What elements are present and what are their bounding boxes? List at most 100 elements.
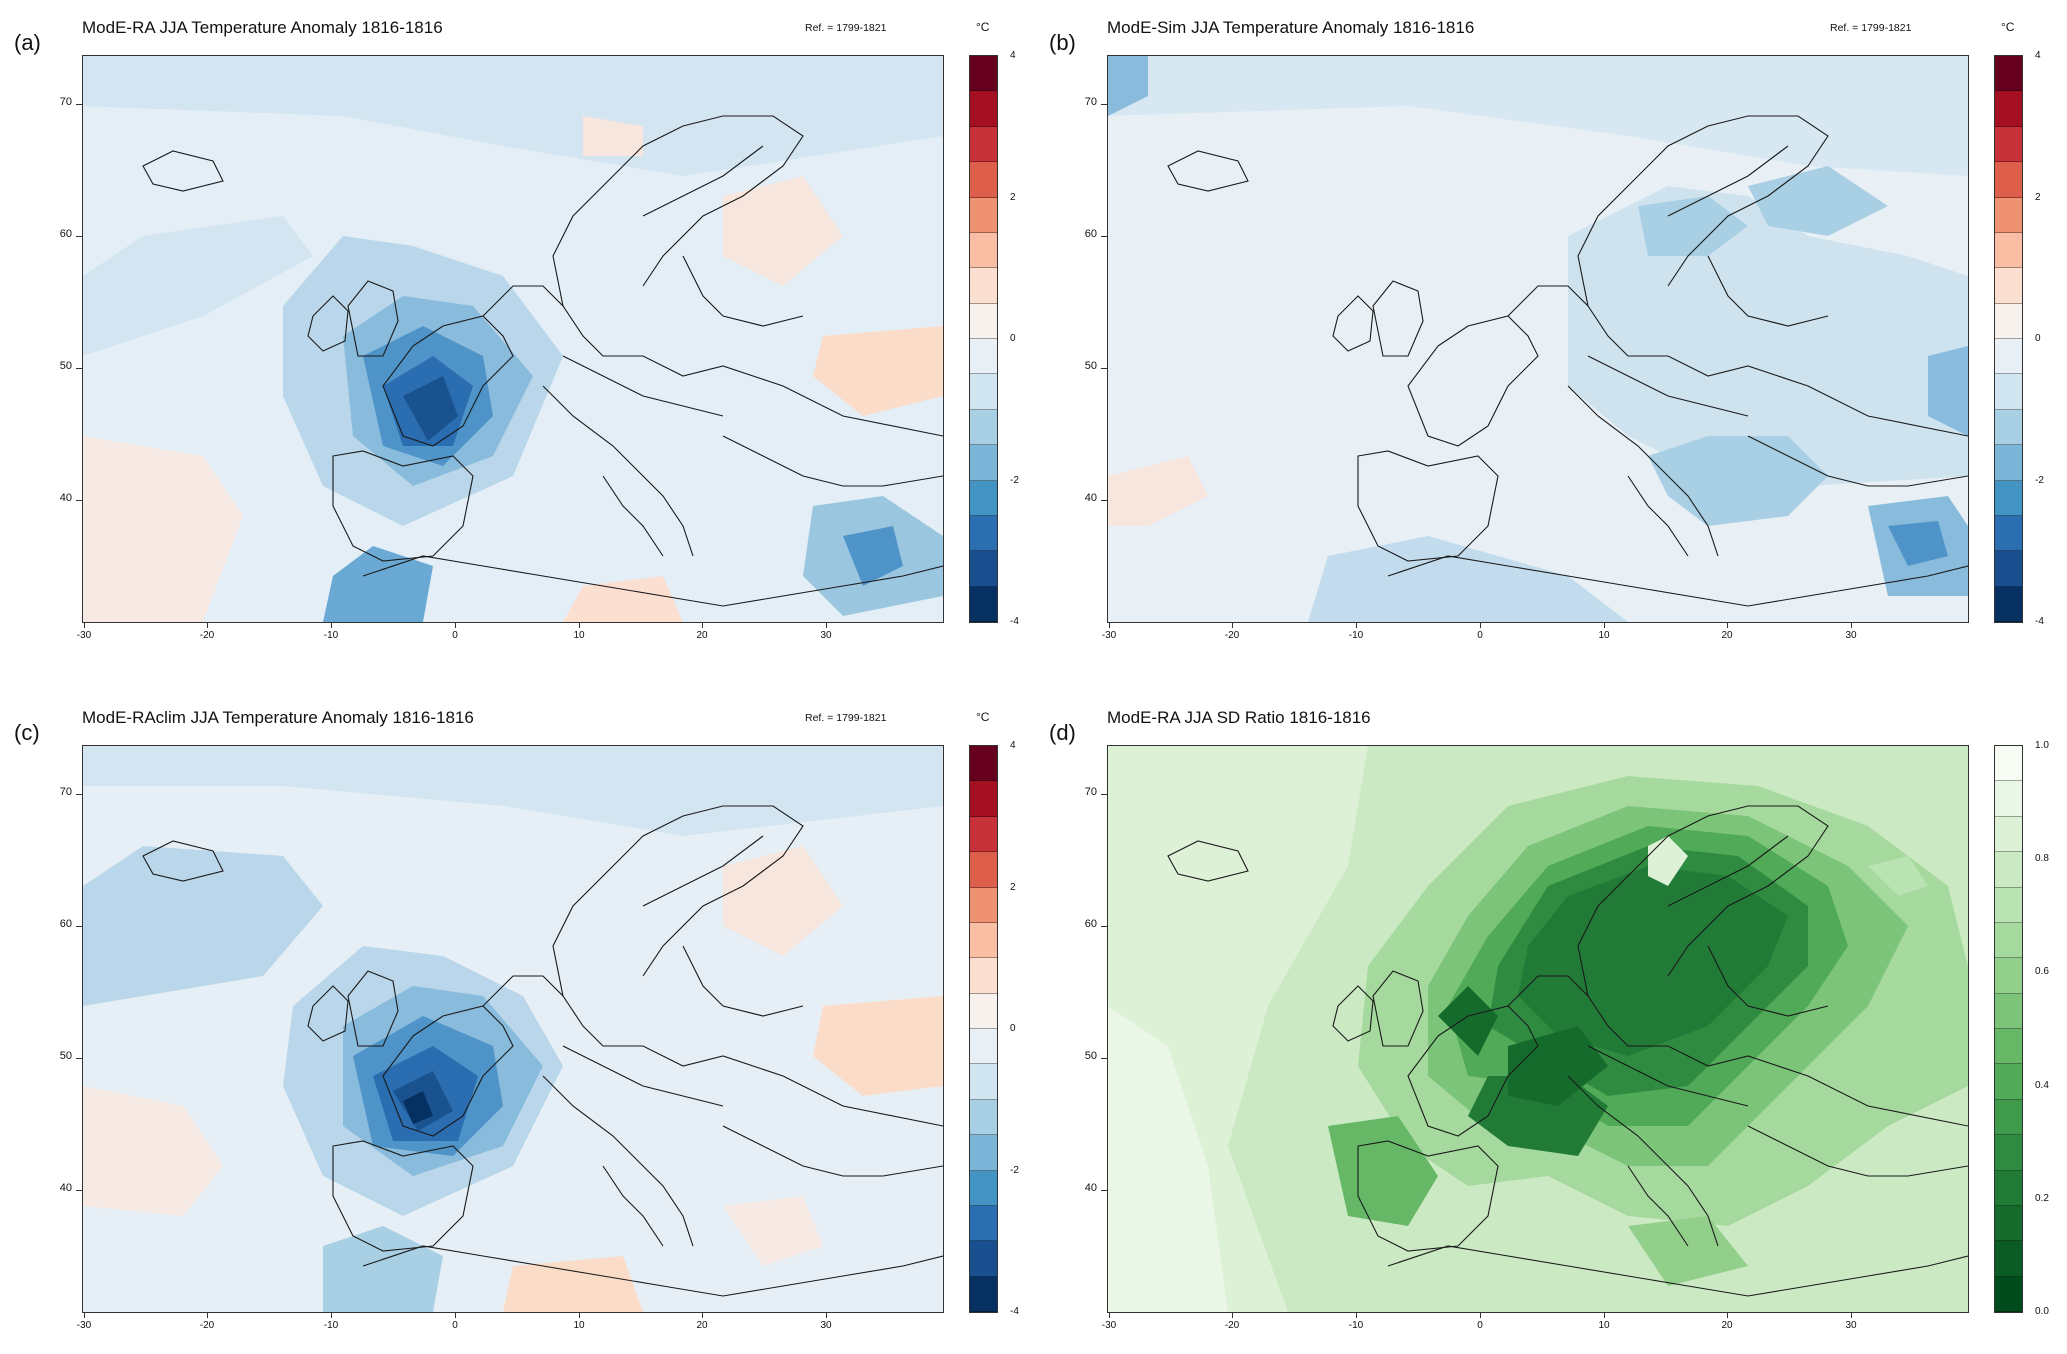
lon-tick: 30 [1845, 630, 1857, 641]
colorbar-label: 0 [2035, 333, 2041, 344]
lon-tick: 0 [1477, 1320, 1483, 1331]
colorbar [1994, 55, 2023, 623]
map-canvas [83, 746, 943, 1312]
lon-tick: -30 [76, 630, 92, 641]
colorbar-swatch [1995, 993, 2022, 1029]
colorbar-swatch [1995, 1099, 2022, 1136]
lon-tick: -10 [323, 1320, 339, 1331]
lat-tick: 60 [59, 228, 72, 240]
colorbar-swatch [970, 1276, 997, 1312]
unit-label: °C [976, 710, 990, 724]
lat-tick: 70 [1084, 786, 1097, 798]
colorbar-label: -2 [1010, 1165, 1019, 1176]
lon-tick: 10 [1598, 1320, 1610, 1331]
colorbar-label: -2 [1010, 475, 1019, 486]
colorbar-swatch [970, 91, 997, 127]
lat-tick: 60 [59, 918, 72, 930]
map-canvas [1108, 56, 1968, 622]
colorbar-swatch [970, 303, 997, 339]
lon-tick: -20 [1224, 1320, 1240, 1331]
colorbar-swatch [1995, 1135, 2022, 1171]
colorbar-swatch [970, 1241, 997, 1277]
colorbar-swatch [1995, 515, 2022, 552]
colorbar-swatch [1995, 480, 2022, 516]
colorbar-swatch [1995, 56, 2022, 92]
colorbar-label: 0.2 [2035, 1193, 2049, 1204]
colorbar-swatch [970, 480, 997, 516]
sd-ratio-map [1107, 745, 1969, 1313]
map-canvas [83, 56, 943, 622]
lat-tick: 70 [59, 96, 72, 108]
colorbar-swatch [970, 1099, 997, 1136]
colorbar-label: 4 [1010, 50, 1016, 61]
colorbar-swatch [970, 551, 997, 587]
colorbar-swatch [1995, 852, 2022, 888]
lon-tick: -30 [1101, 630, 1117, 641]
colorbar-swatch [970, 232, 997, 269]
lat-tick: 40 [1084, 492, 1097, 504]
panel-letter: (c) [14, 720, 40, 745]
colorbar [969, 55, 998, 623]
colorbar-swatch [970, 1205, 997, 1242]
lat-tick: 50 [59, 360, 72, 372]
unit-label: °C [2001, 20, 2015, 34]
lon-tick: 0 [452, 630, 458, 641]
colorbar-swatch [970, 1064, 997, 1100]
colorbar-swatch [970, 515, 997, 552]
reference-period: Ref. = 1799-1821 [1830, 22, 1912, 34]
lon-tick: 10 [1598, 630, 1610, 641]
colorbar-swatch [1995, 1029, 2022, 1065]
map-canvas [1108, 746, 1968, 1312]
reference-period: Ref. = 1799-1821 [805, 712, 887, 724]
lon-tick: 10 [573, 1320, 585, 1331]
colorbar-label: -4 [1010, 616, 1019, 627]
colorbar-swatch [1995, 1205, 2022, 1242]
panel-letter: (d) [1049, 720, 1076, 745]
colorbar-swatch [970, 781, 997, 817]
colorbar-label: 0 [1010, 1023, 1016, 1034]
colorbar-swatch [1995, 816, 2022, 853]
colorbar-swatch [970, 374, 997, 410]
lon-tick: -10 [1348, 630, 1364, 641]
panel-title: ModE-RA JJA Temperature Anomaly 1816-181… [82, 18, 443, 37]
colorbar-swatch [1995, 586, 2022, 622]
colorbar-swatch [1995, 1170, 2022, 1206]
lon-tick: 20 [1721, 630, 1733, 641]
colorbar-label: 2 [1010, 192, 1016, 203]
colorbar-label: 4 [2035, 50, 2041, 61]
lon-tick: 10 [573, 630, 585, 641]
lat-tick: 70 [1084, 96, 1097, 108]
colorbar-swatch [970, 409, 997, 446]
lon-tick: 0 [452, 1320, 458, 1331]
lon-tick: -30 [1101, 1320, 1117, 1331]
colorbar-swatch [1995, 551, 2022, 587]
colorbar-swatch [1995, 958, 2022, 994]
lat-tick: 40 [1084, 1182, 1097, 1194]
colorbar-label: 0.8 [2035, 853, 2049, 864]
lon-tick: 20 [1721, 1320, 1733, 1331]
lon-tick: 20 [696, 630, 708, 641]
temperature-anomaly-map [82, 745, 944, 1313]
panel-letter: (b) [1049, 30, 1076, 55]
lat-tick: 50 [1084, 1050, 1097, 1062]
colorbar-swatch [1995, 232, 2022, 269]
colorbar-swatch [1995, 1241, 2022, 1277]
lat-tick: 40 [59, 492, 72, 504]
colorbar-swatch [1995, 445, 2022, 481]
colorbar-label: -4 [1010, 1306, 1019, 1317]
panel-letter: (a) [14, 30, 41, 55]
panel-title: ModE-RA JJA SD Ratio 1816-1816 [1107, 708, 1371, 727]
colorbar-label: 1.0 [2035, 740, 2049, 751]
lon-tick: 20 [696, 1320, 708, 1331]
colorbar-label: -4 [2035, 616, 2044, 627]
lon-tick: 30 [1845, 1320, 1857, 1331]
lat-tick: 70 [59, 786, 72, 798]
colorbar-swatch [1995, 126, 2022, 163]
lon-tick: -10 [1348, 1320, 1364, 1331]
colorbar-swatch [970, 268, 997, 304]
colorbar-label: 0 [1010, 333, 1016, 344]
colorbar-swatch [1995, 303, 2022, 339]
panel-title: ModE-Sim JJA Temperature Anomaly 1816-18… [1107, 18, 1475, 37]
colorbar-swatch [1995, 922, 2022, 959]
colorbar-swatch [1995, 374, 2022, 410]
